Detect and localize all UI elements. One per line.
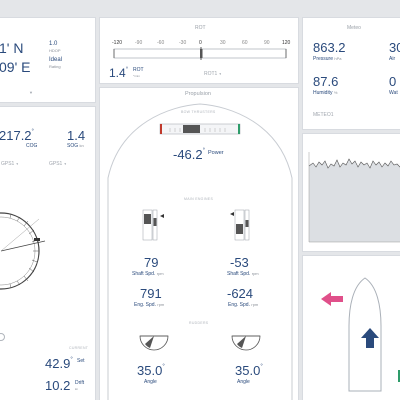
hdop-label: HDOP <box>49 48 61 53</box>
stbd-eng-value: -624 <box>227 286 254 301</box>
port-thrust-arrow <box>321 292 343 306</box>
trend-line <box>308 158 400 169</box>
water-temp-label: Wat <box>389 90 398 96</box>
rot-tick-label: 60 <box>242 40 248 46</box>
current-drift-value: 10.2 <box>45 378 71 393</box>
port-rudder-gauge <box>139 335 169 351</box>
pressure-label: Pressure hPa <box>313 56 342 62</box>
air-temp-label: Air <box>389 56 396 62</box>
rot-tick-label: -60 <box>157 40 165 46</box>
humidity-value: 87.6 <box>313 74 339 89</box>
water-temp-value: 0 <box>389 74 397 89</box>
cog-label: COG <box>26 143 38 149</box>
compass-rose <box>0 212 46 290</box>
engine-gauges <box>142 209 250 241</box>
current-drift-label: Drift <box>75 380 85 386</box>
main-engines-title: MAIN ENGINES <box>184 197 214 201</box>
air-temp-value: 30 <box>389 40 400 55</box>
rot-tick-label: -90 <box>135 40 143 46</box>
longitude-value: 09' E <box>0 59 31 75</box>
meteo-title: Meteo <box>347 25 361 31</box>
port-shaft-label: Shaft Spd. rpm <box>132 271 164 277</box>
stbd-rudder-gauge <box>231 335 261 351</box>
ship-diagram <box>321 277 400 392</box>
port-angle-value: 35.0° <box>137 363 165 378</box>
rot-title: ROT <box>195 25 206 31</box>
rudders-title: RUDDERS <box>189 321 209 325</box>
rot-tick-label: 0 <box>199 40 202 46</box>
meteo-panel: Meteo 863.2 Pressure hPa 30 Air 87.6 Hum… <box>302 17 400 130</box>
bow-thrusters-title: BOW THRUSTERS <box>181 110 216 114</box>
port-shaft-value: 79 <box>144 255 159 270</box>
pressure-value: 863.2 <box>313 40 346 55</box>
stbd-eng-label: Eng. Spd. rpm <box>228 302 259 308</box>
port-engine-gauge <box>142 209 164 241</box>
propulsion-panel: Propulsion BOW THRUSTERS -46.2° Power MA… <box>99 87 299 400</box>
sog-value: 1.4 <box>67 128 86 143</box>
rating-label: Rating <box>49 64 61 69</box>
rot-value: 1.4° <box>109 66 129 80</box>
compass-toggle[interactable] <box>0 333 5 341</box>
current-set-label: Set <box>77 358 85 364</box>
rot-tick-label: 30 <box>220 40 226 46</box>
meteo-source-select[interactable]: METEO1 <box>313 112 334 118</box>
humidity-label: Humidity % <box>313 90 338 96</box>
stbd-angle-label: Angle <box>237 379 250 385</box>
chevron-down-icon: ▼ <box>218 72 222 76</box>
bow-power-label: Power <box>208 150 224 156</box>
rot-panel: ROT -120 -90 -60 -30 0 30 60 90 120 1.4°… <box>99 17 299 84</box>
current-set-value: 42.9° <box>45 356 73 371</box>
navigation-panel: 217.2° COG 1.4 SOG kn GPS1 ▼ GPS1 ▼ CURR… <box>0 106 96 400</box>
main-thrust-arrow <box>361 328 379 348</box>
hdop-value: 1.0 <box>49 41 58 47</box>
trend-area <box>309 159 400 242</box>
stbd-thrust-indicator <box>398 370 400 382</box>
rot-tick-label: -120 <box>112 40 123 46</box>
chevron-down-icon: ▼ <box>63 162 67 166</box>
port-eng-label: Eng. Spd. rpm <box>134 302 165 308</box>
sog-label: SOG kn <box>67 143 84 149</box>
hull-outline <box>107 103 293 400</box>
latitude-value: 1' N <box>0 40 24 56</box>
ship-view-panel <box>302 255 400 400</box>
chevron-down-icon: ▼ <box>15 162 19 166</box>
position-panel: 1' N 09' E 1.0 HDOP Ideal Rating ▼ <box>0 17 96 103</box>
rot-gauge-bar <box>113 47 287 60</box>
gps-source-select-right[interactable]: GPS1 ▼ <box>49 161 67 167</box>
rating-value: Ideal <box>49 57 63 63</box>
stbd-engine-gauge <box>230 209 250 241</box>
current-title: CURRENT <box>69 346 89 350</box>
bow-thruster-bar <box>159 123 241 135</box>
rot-unit-label: ROT <box>133 67 144 73</box>
rudder-gauges <box>139 335 261 351</box>
stbd-shaft-value: -53 <box>230 255 249 270</box>
stbd-angle-value: 35.0° <box>235 363 263 378</box>
gps-source-select-left[interactable]: GPS1 ▼ <box>1 161 19 167</box>
cog-value: 217.2° <box>0 128 34 143</box>
rot-tick-label: 90 <box>264 40 270 46</box>
stbd-shaft-label: Shaft Spd. rpm <box>227 271 259 277</box>
port-eng-value: 791 <box>140 286 162 301</box>
rot-tick-label: 120 <box>282 40 291 46</box>
bow-power-value: -46.2° <box>173 147 206 162</box>
propulsion-title: Propulsion <box>185 91 211 97</box>
current-drift-unit: kn <box>75 387 79 391</box>
rot-source-select[interactable]: ROT1 ▼ <box>204 71 222 77</box>
trend-chart-panel <box>302 133 400 252</box>
rot-unit-sub: °/min <box>133 74 140 78</box>
trend-chart <box>308 152 400 243</box>
chevron-down-icon[interactable]: ▼ <box>29 90 33 95</box>
rot-tick-label: -30 <box>179 40 187 46</box>
port-angle-label: Angle <box>144 379 157 385</box>
